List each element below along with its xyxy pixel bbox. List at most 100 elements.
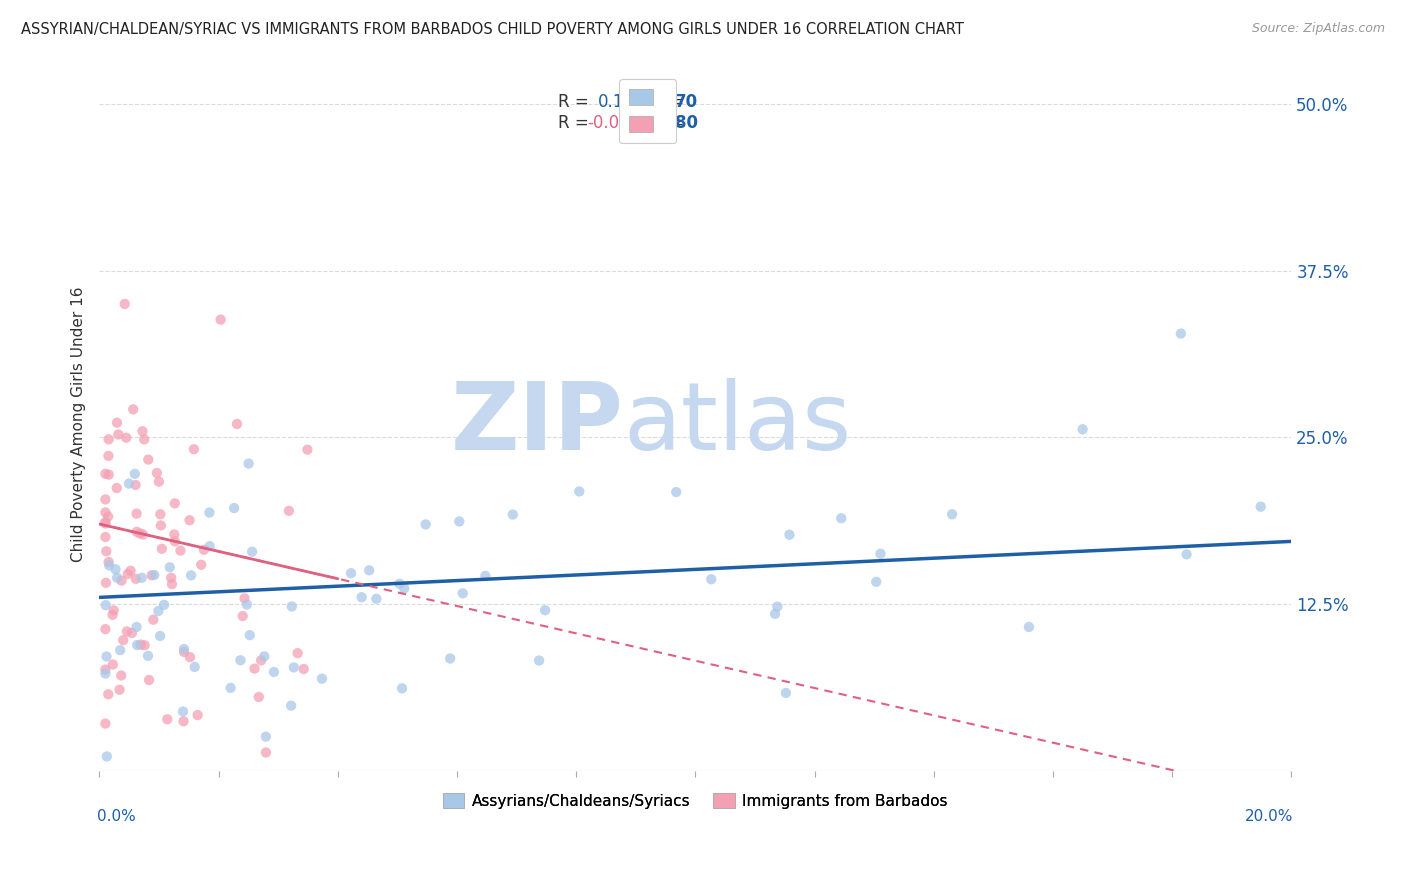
Point — [250, 653, 273, 667]
Text: Source: ZipAtlas.com: Source: ZipAtlas.com — [1251, 22, 1385, 36]
Point — [193, 542, 215, 557]
Point — [150, 541, 173, 556]
Point — [280, 698, 302, 713]
Point — [136, 648, 159, 663]
Point — [160, 577, 183, 591]
Point — [108, 643, 131, 657]
Point — [179, 513, 201, 527]
Point — [247, 690, 270, 704]
Point — [865, 574, 887, 589]
Point — [366, 591, 388, 606]
Point — [98, 558, 121, 573]
Point — [243, 662, 266, 676]
Point — [281, 599, 304, 614]
Point — [134, 638, 156, 652]
Point — [527, 654, 550, 668]
Point — [132, 527, 155, 541]
Point — [96, 544, 118, 558]
Text: ASSYRIAN/CHALDEAN/SYRIAC VS IMMIGRANTS FROM BARBADOS CHILD POVERTY AMONG GIRLS U: ASSYRIAN/CHALDEAN/SYRIAC VS IMMIGRANTS F… — [21, 22, 965, 37]
Point — [190, 558, 212, 572]
Point — [117, 567, 139, 582]
Point — [131, 571, 153, 585]
Point — [160, 571, 183, 585]
Point — [97, 467, 120, 482]
Point — [283, 660, 305, 674]
Point — [153, 598, 176, 612]
Y-axis label: Child Poverty Among Girls Under 16: Child Poverty Among Girls Under 16 — [72, 286, 86, 562]
Point — [766, 599, 789, 614]
Point — [97, 555, 120, 569]
Point — [94, 467, 117, 481]
Text: atlas: atlas — [624, 378, 852, 470]
Point — [359, 563, 381, 577]
Point — [101, 657, 124, 672]
Point — [311, 672, 333, 686]
Point — [118, 476, 141, 491]
Point — [665, 485, 688, 500]
Point — [263, 665, 285, 679]
Point — [114, 297, 136, 311]
Point — [149, 629, 172, 643]
Point — [219, 681, 242, 695]
Point — [94, 663, 117, 677]
Point — [143, 568, 166, 582]
Point — [173, 714, 195, 729]
Point — [163, 496, 186, 510]
Point — [131, 424, 153, 438]
Point — [1250, 500, 1272, 514]
Point — [142, 613, 165, 627]
Point — [198, 506, 221, 520]
Point — [115, 624, 138, 639]
Point — [129, 526, 152, 541]
Point — [103, 603, 125, 617]
Point — [1018, 620, 1040, 634]
Point — [451, 586, 474, 600]
Point — [108, 682, 131, 697]
Point — [254, 746, 277, 760]
Point — [224, 501, 246, 516]
Point — [124, 478, 146, 492]
Point — [240, 545, 263, 559]
Point — [96, 749, 118, 764]
Point — [125, 524, 148, 539]
Point — [122, 402, 145, 417]
Point — [183, 660, 205, 674]
Legend: Assyrians/Chaldeans/Syriacs, Immigrants from Barbados: Assyrians/Chaldeans/Syriacs, Immigrants … — [437, 788, 955, 815]
Point — [97, 509, 120, 524]
Point — [173, 645, 195, 659]
Text: 0.0%: 0.0% — [97, 809, 136, 824]
Point — [198, 539, 221, 553]
Point — [1071, 422, 1094, 436]
Point — [236, 598, 259, 612]
Point — [101, 607, 124, 622]
Text: 0.115: 0.115 — [598, 93, 645, 111]
Text: N =: N = — [641, 93, 689, 111]
Point — [391, 681, 413, 696]
Point — [141, 568, 163, 582]
Point — [254, 730, 277, 744]
Point — [394, 582, 416, 596]
Point — [107, 427, 129, 442]
Point — [121, 626, 143, 640]
Point — [1175, 547, 1198, 561]
Point — [449, 515, 471, 529]
Point — [110, 668, 132, 682]
Point — [474, 569, 496, 583]
Point — [96, 649, 118, 664]
Point — [97, 449, 120, 463]
Point — [830, 511, 852, 525]
Point — [502, 508, 524, 522]
Point — [120, 564, 142, 578]
Point — [94, 598, 117, 612]
Point — [239, 628, 262, 642]
Point — [134, 433, 156, 447]
Text: -0.074: -0.074 — [586, 113, 640, 131]
Point — [149, 508, 172, 522]
Point — [297, 442, 319, 457]
Point — [183, 442, 205, 457]
Point — [229, 653, 252, 667]
Point — [105, 571, 128, 585]
Point — [439, 651, 461, 665]
Text: 70: 70 — [675, 93, 699, 111]
Point — [287, 646, 309, 660]
